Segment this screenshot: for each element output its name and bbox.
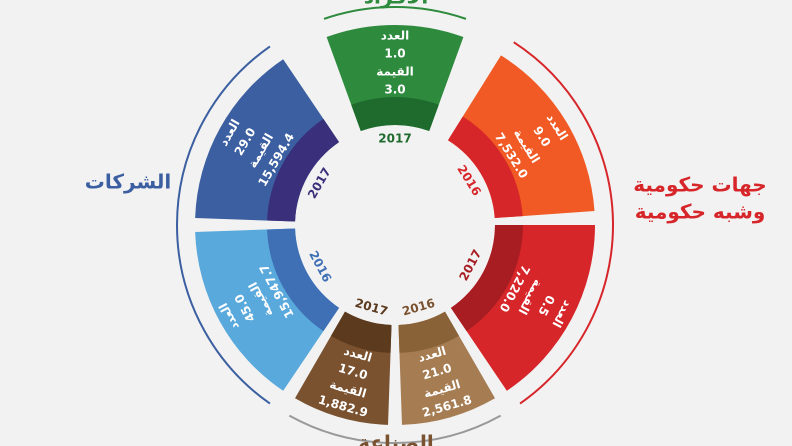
outer-arc xyxy=(176,45,271,405)
label-left: الشركات xyxy=(85,170,171,194)
label-right: جهات حكومية xyxy=(633,173,766,197)
label-right: وشبه حكومية xyxy=(635,200,766,224)
segment-inner xyxy=(447,116,523,219)
segment-inner xyxy=(450,225,523,332)
segment-inner xyxy=(331,311,392,353)
segment-count-label: العدد xyxy=(381,29,409,43)
segment-text: العدد 1.0 القيمة 3.0 xyxy=(376,29,413,97)
segment-inner xyxy=(267,228,340,332)
segment-inner xyxy=(351,97,439,132)
label-bottom: الصناعة xyxy=(358,431,434,446)
segment-count: 1.0 xyxy=(384,47,405,61)
outer-arc xyxy=(323,6,467,20)
year: 2017 xyxy=(378,132,411,146)
outer-arc xyxy=(513,41,614,405)
segment-inner xyxy=(267,118,340,222)
segment-inner xyxy=(398,311,459,353)
segment-value: 3.0 xyxy=(384,83,405,97)
label-top: الأفراد xyxy=(364,0,428,9)
outer-arc xyxy=(288,414,502,444)
segment-value-label: القيمة xyxy=(376,65,413,79)
